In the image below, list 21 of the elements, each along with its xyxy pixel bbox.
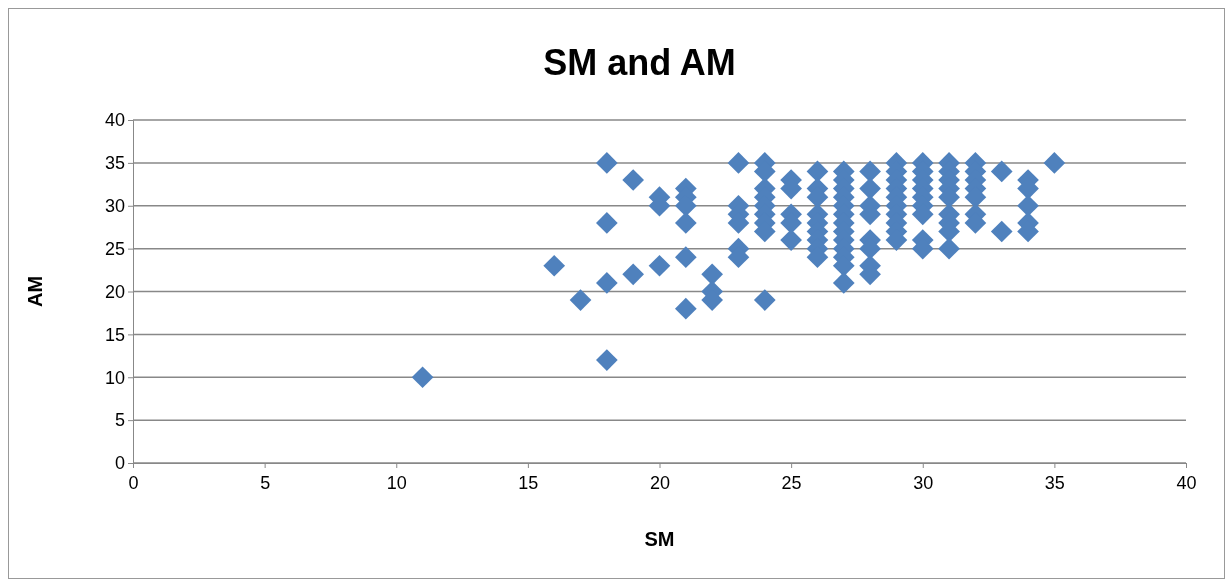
y-tick-label: 0	[114, 453, 125, 474]
x-tick-label: 20	[649, 473, 671, 493]
chart-title: SM and AM	[543, 42, 736, 83]
x-tick-label: 30	[913, 473, 934, 493]
y-tick-label: 25	[104, 238, 125, 259]
x-tick-label: 40	[1176, 473, 1197, 493]
y-tick-label: 35	[104, 153, 125, 174]
y-tick-label: 10	[104, 367, 125, 388]
x-axis-title: SM	[644, 528, 675, 550]
y-tick-label: 15	[104, 324, 125, 345]
x-tick-label: 0	[128, 473, 139, 493]
y-tick-label: 40	[104, 110, 125, 131]
x-tick-label: 5	[260, 473, 271, 493]
y-tick-label: 5	[114, 410, 125, 431]
y-axis-title: AM	[24, 275, 46, 308]
x-tick-label: 35	[1044, 473, 1065, 493]
x-tick-label: 10	[386, 473, 407, 493]
x-tick-label: 25	[781, 473, 802, 493]
y-tick-label: 20	[104, 281, 125, 302]
y-tick-label: 30	[104, 196, 125, 217]
x-tick-label: 15	[518, 473, 539, 493]
